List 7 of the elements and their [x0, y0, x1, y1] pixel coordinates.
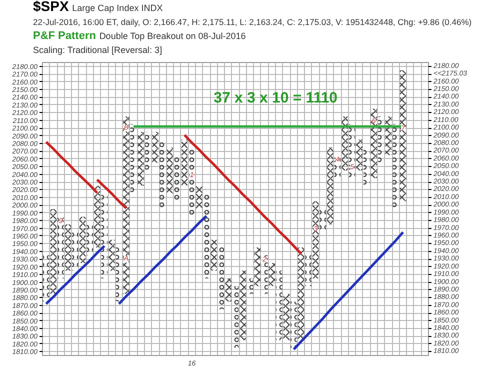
- chart-title: $SPX: [33, 0, 69, 14]
- text: 22-Jul-2016, 16:00 ET, daily, O: 2,166.47, H: 2,175.11, L: 2,163.24, C: 2,175.03, V: 1951432448, Chg: +9.86 (0.46%): [33, 17, 472, 27]
- text: P&F Pattern: [33, 30, 96, 42]
- text: Double Top Breakout on 08-Jul-2016: [99, 31, 246, 41]
- text: Scaling: Traditional [Reversal: 3]: [33, 45, 162, 55]
- chart-subtitle: Large Cap Index INDX: [72, 3, 163, 13]
- annotation: 37 x 3 x 10 = 1110: [214, 89, 338, 106]
